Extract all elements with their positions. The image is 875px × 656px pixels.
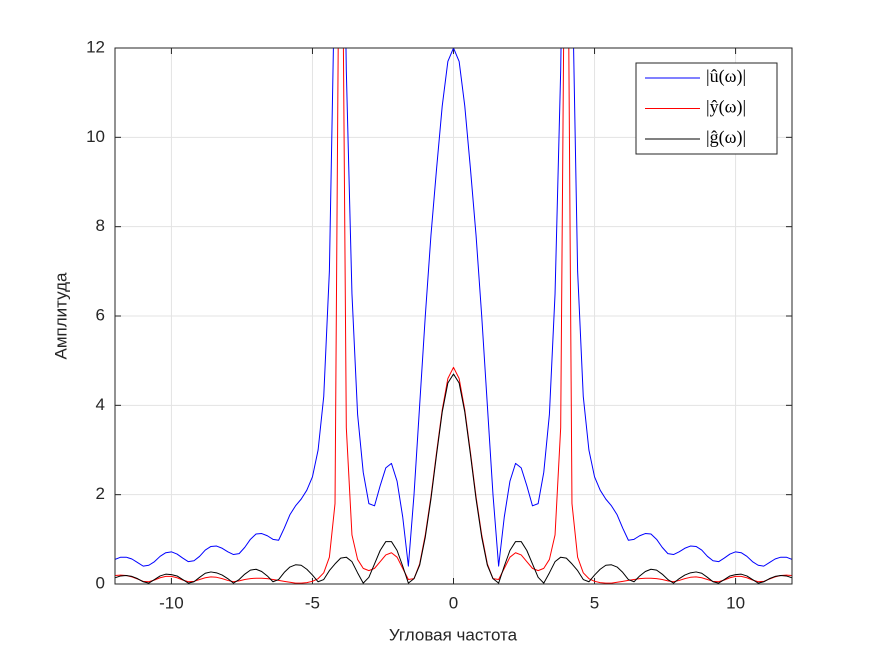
y-tick-label: 0: [96, 573, 105, 592]
plot-area: [115, 48, 792, 584]
legend-label: |ĝ(ω)|: [706, 127, 746, 148]
x-tick-label: -5: [305, 593, 320, 612]
y-tick-label: 4: [96, 395, 105, 414]
x-tick-label: 10: [726, 593, 745, 612]
series-line: [115, 373, 792, 584]
y-axis-label: Амплитуда: [51, 272, 70, 359]
y-tick-label: 10: [86, 127, 105, 146]
x-tick-label: 5: [590, 593, 599, 612]
axes-box: [114, 47, 793, 585]
legend-label: |ŷ(ω)|: [706, 97, 746, 118]
x-tick-label: -10: [159, 593, 184, 612]
y-tick-label: 12: [86, 37, 105, 56]
x-tick-label: 0: [449, 593, 458, 612]
series-line: [115, 48, 792, 567]
legend-label: |û(ω)|: [706, 66, 746, 87]
y-tick-label: 2: [96, 484, 105, 503]
y-tick-label: 8: [96, 216, 105, 235]
y-tick-label: 6: [96, 305, 105, 324]
x-axis-label: Угловая частота: [389, 625, 518, 644]
series-line: [115, 48, 792, 584]
